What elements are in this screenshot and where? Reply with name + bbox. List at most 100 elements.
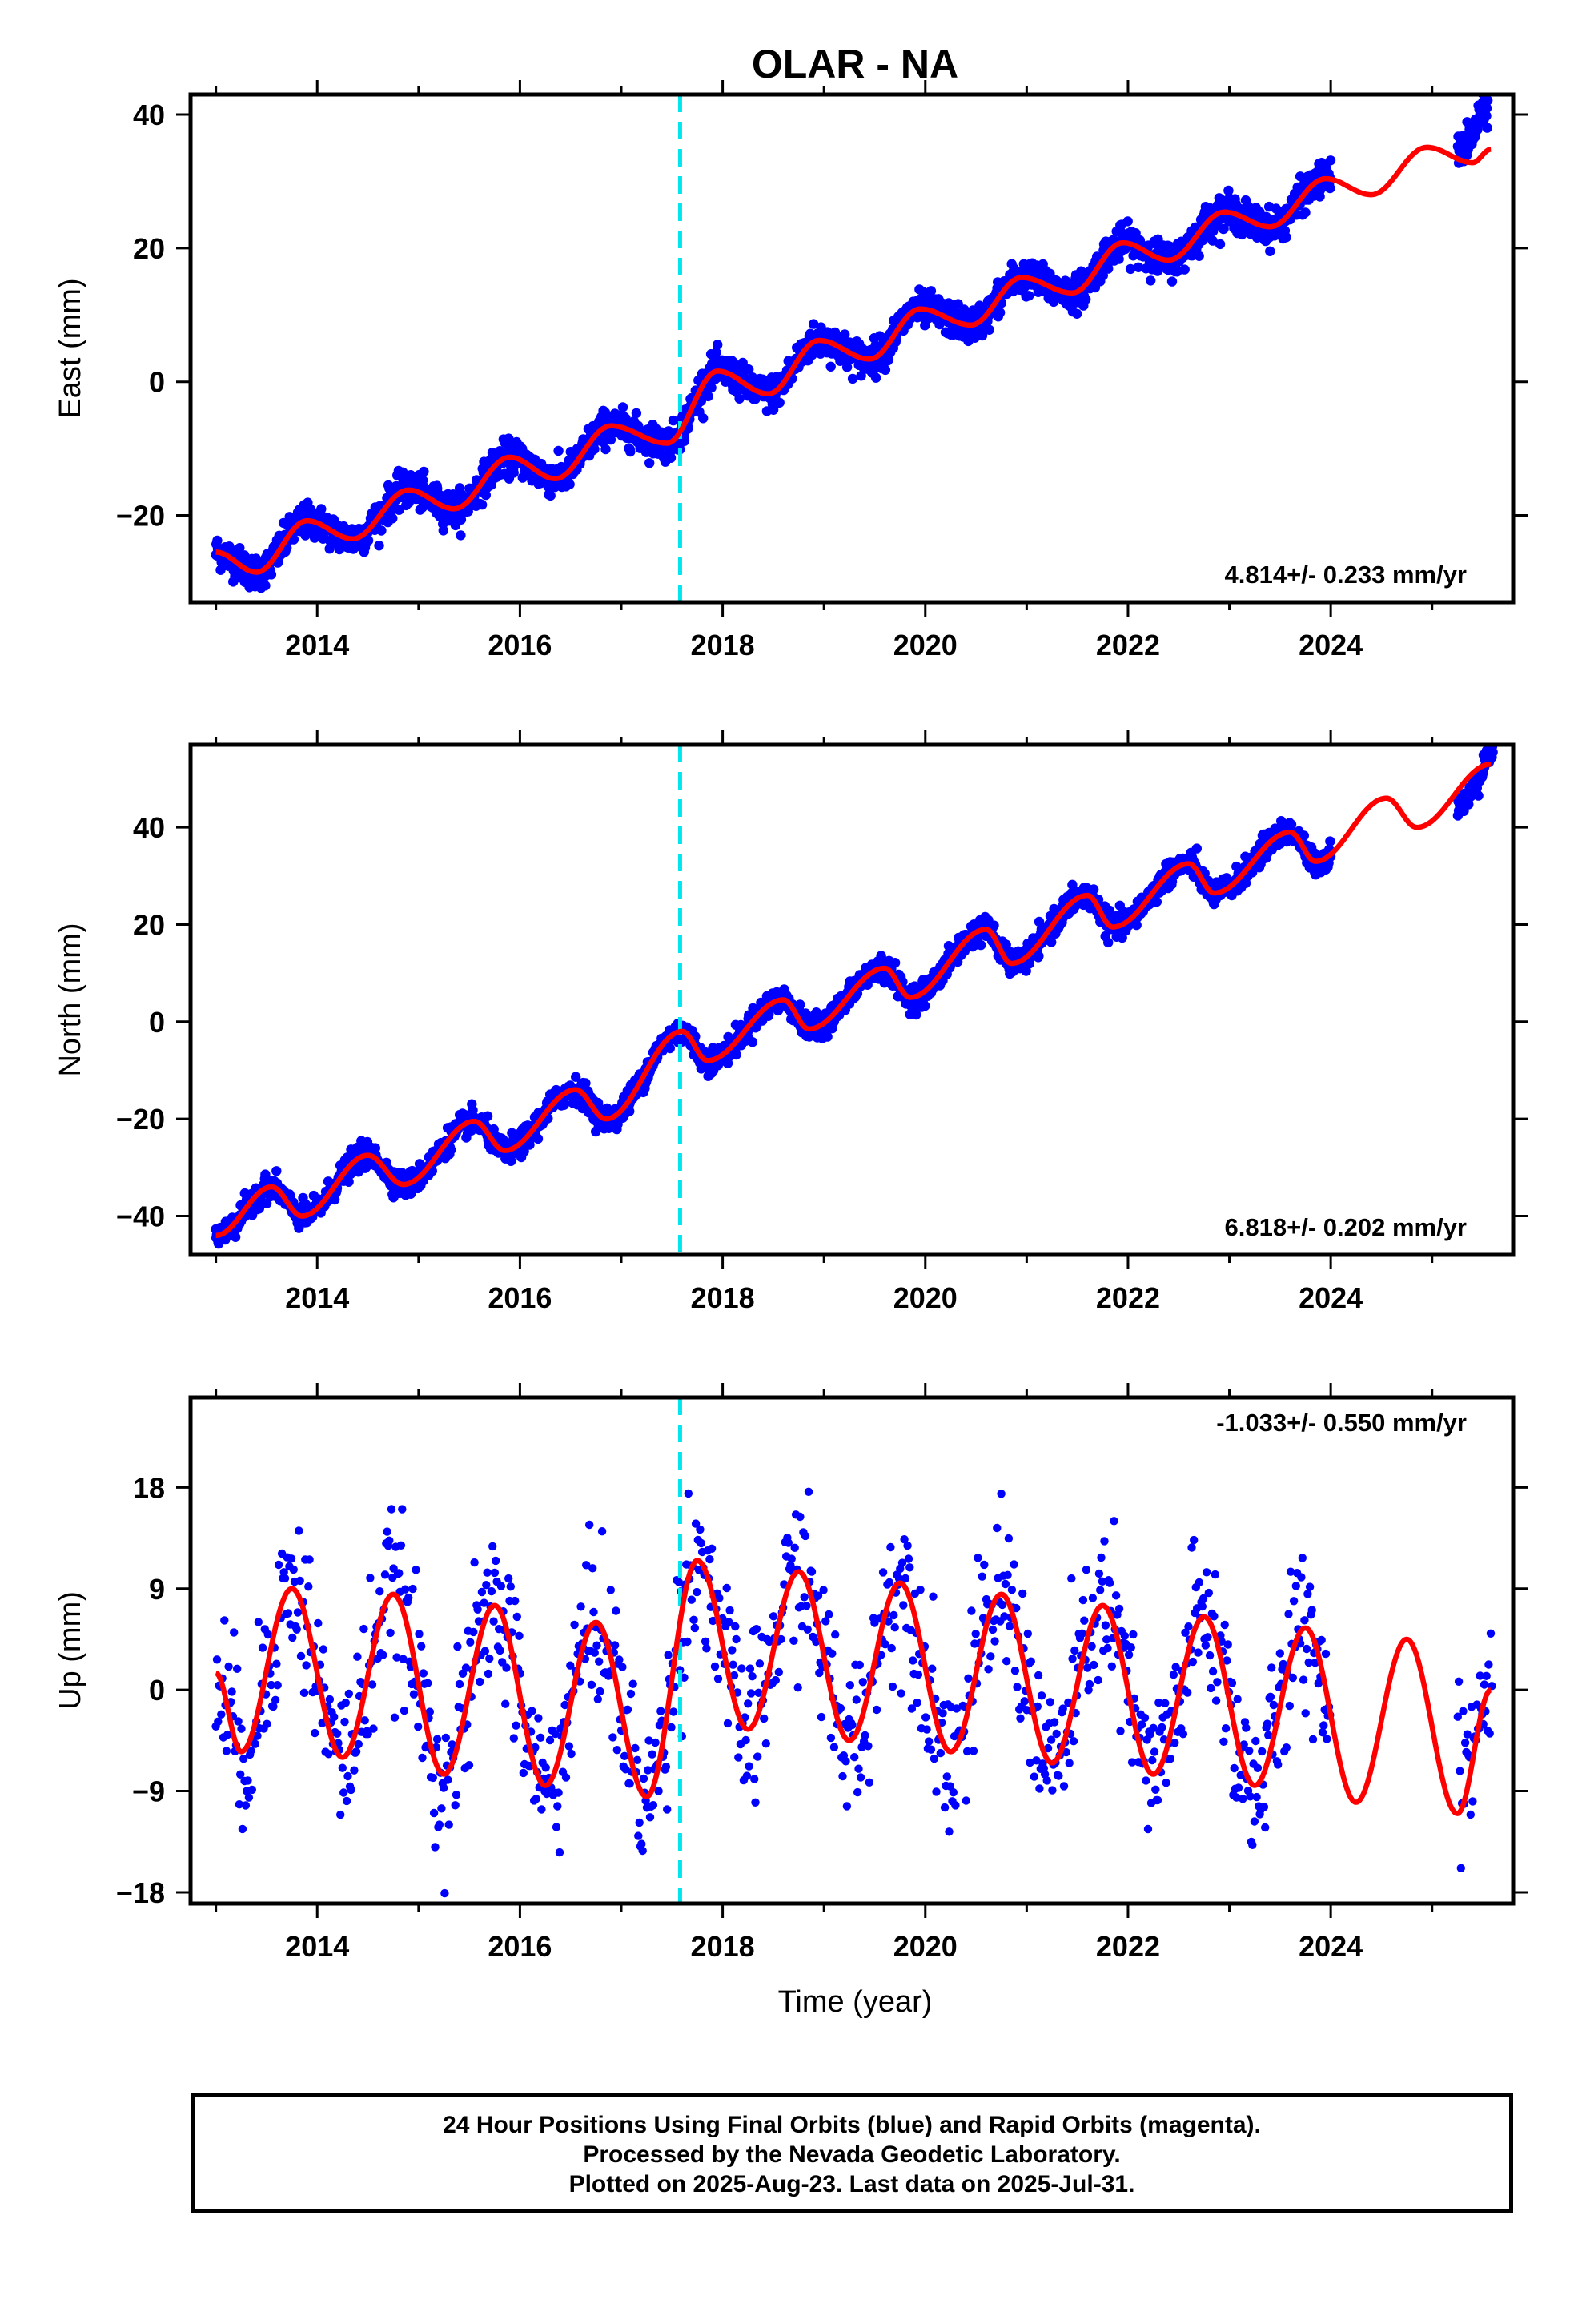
north-point: [571, 1072, 581, 1082]
east-x-tick-label: 2014: [285, 629, 349, 661]
east-y-axis-label: East (mm): [54, 278, 87, 418]
east-point: [711, 347, 721, 358]
figure-title: OLAR - NA: [752, 42, 958, 86]
north-point: [764, 1009, 774, 1020]
north-plot-frame: [188, 742, 1516, 1257]
east-point: [871, 372, 881, 383]
east-point: [847, 373, 858, 384]
east-point: [703, 391, 713, 402]
north-point: [343, 1176, 354, 1188]
north-panel: 2014 2016 2018 2020 2022 2024−40−2002040North…: [54, 730, 1528, 1314]
east-point: [260, 581, 271, 591]
north-point: [747, 1037, 758, 1047]
east-point: [1122, 216, 1133, 227]
east-point: [363, 535, 374, 546]
north-model-fit-line: [214, 762, 1493, 1238]
east-point: [394, 505, 404, 515]
east-point: [288, 534, 299, 545]
north-point: [822, 1031, 833, 1042]
north-point: [519, 1146, 529, 1157]
east-point: [807, 350, 817, 360]
north-point: [889, 958, 901, 968]
north-point: [1103, 937, 1114, 948]
east-point: [1265, 246, 1275, 256]
east-point: [1325, 183, 1335, 194]
north-point: [482, 1111, 493, 1121]
north-point: [1067, 879, 1078, 891]
east-point: [1300, 207, 1311, 218]
east-point: [698, 413, 709, 424]
north-point: [532, 1133, 544, 1144]
east-point: [1281, 232, 1291, 243]
north-point: [911, 1009, 921, 1020]
north-point: [230, 1232, 241, 1243]
east-point: [1215, 239, 1226, 250]
east-point: [668, 415, 679, 426]
east-point: [706, 382, 717, 393]
east-point: [1219, 223, 1229, 234]
east-x-tick-label: 2018: [691, 629, 755, 661]
east-x-tick-label: 2020: [893, 629, 958, 661]
east-point: [1098, 270, 1109, 281]
east-point: [984, 324, 994, 335]
north-point: [445, 1144, 456, 1156]
east-point: [625, 446, 636, 457]
east-point: [1483, 95, 1493, 106]
east-point: [1482, 123, 1492, 133]
north-point: [1131, 919, 1142, 931]
east-point: [840, 329, 850, 340]
east-point: [398, 467, 408, 477]
east-point: [212, 535, 223, 546]
east-point: [1479, 84, 1488, 94]
east-point: [631, 408, 642, 419]
east-point: [737, 357, 748, 368]
east-y-tick-label: 40: [133, 99, 165, 131]
north-point: [1151, 896, 1162, 907]
east-data-points: [211, 84, 1493, 593]
east-point: [456, 530, 466, 541]
north-point: [1299, 830, 1310, 841]
east-point: [419, 466, 429, 477]
north-point: [731, 1049, 741, 1060]
north-point: [1001, 939, 1011, 950]
east-point: [880, 364, 891, 376]
north-point: [989, 920, 999, 931]
north-point: [271, 1166, 282, 1176]
east-point: [376, 525, 387, 536]
east-point: [883, 354, 894, 365]
east-point: [856, 371, 866, 381]
north-point: [1488, 747, 1498, 758]
east-point: [1133, 262, 1144, 272]
north-point: [1191, 843, 1203, 854]
east-point: [545, 490, 556, 501]
east-point: [266, 569, 277, 580]
east-point: [617, 402, 628, 412]
east-point: [774, 397, 785, 408]
east-point: [1072, 308, 1082, 319]
east-point: [316, 504, 327, 514]
east-point: [744, 364, 754, 375]
east-x-tick-label: 2016: [488, 629, 552, 661]
east-point: [589, 444, 600, 455]
north-point: [559, 1100, 569, 1111]
east-point: [387, 513, 398, 524]
east-point: [553, 445, 564, 456]
east-y-tick-label: −20: [116, 500, 165, 533]
east-model-fit-line: [214, 144, 1493, 575]
east-point: [809, 319, 819, 329]
east-point: [1172, 267, 1182, 277]
east-point: [825, 361, 836, 372]
east-point: [1179, 264, 1190, 275]
east-point: [564, 479, 575, 489]
east-point: [476, 500, 488, 510]
east-rate-label: 4.814+/- 0.233 mm/yr: [1225, 561, 1467, 589]
east-point: [841, 362, 853, 372]
north-point: [1021, 966, 1031, 976]
east-point: [1166, 276, 1178, 287]
east-point: [994, 308, 1006, 318]
north-data-points: [211, 745, 1498, 1249]
north-point: [1325, 836, 1335, 846]
